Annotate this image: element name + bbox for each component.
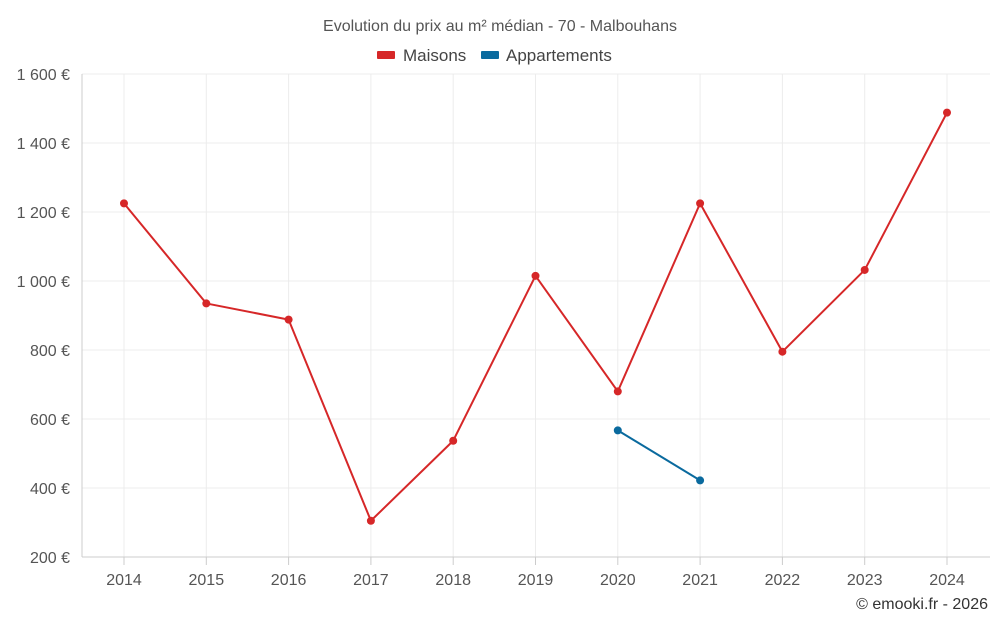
data-point-maisons-2016 [284, 315, 293, 324]
x-tick-label: 2024 [929, 572, 965, 589]
x-tick-label: 2018 [435, 572, 471, 589]
series-line-appartements [617, 429, 701, 482]
y-tick-label: 200 € [30, 550, 70, 567]
x-tick-label: 2022 [765, 572, 801, 589]
legend-label-appartements: Appartements [506, 46, 612, 65]
x-tick-label: 2015 [189, 572, 225, 589]
x-tick-label: 2020 [600, 572, 636, 589]
legend-label-maisons: Maisons [403, 46, 466, 65]
data-point-maisons-2022 [778, 347, 787, 356]
y-tick-label: 1 600 € [17, 67, 70, 84]
legend: Maisons Appartements [377, 46, 612, 65]
grid-lines [82, 73, 990, 557]
data-point-appartements-2021 [696, 476, 705, 485]
x-tick-label: 2017 [353, 572, 389, 589]
data-point-maisons-2015 [202, 299, 211, 308]
data-point-maisons-2020 [613, 387, 622, 396]
legend-swatch-appartements [481, 51, 499, 59]
x-tick-label: 2021 [682, 572, 718, 589]
data-point-maisons-2021 [696, 199, 705, 208]
y-tick-label: 1 000 € [17, 274, 70, 291]
data-point-maisons-2023 [860, 265, 869, 274]
data-point-maisons-2014 [120, 199, 128, 208]
x-tick-label: 2014 [106, 572, 142, 589]
data-point-maisons-2019 [531, 271, 540, 280]
data-point-appartements-2020 [613, 426, 622, 435]
chart-title: Evolution du prix au m² médian - 70 - Ma… [323, 18, 677, 35]
legend-swatch-maisons [377, 51, 395, 59]
data-point-maisons-2024 [943, 108, 951, 117]
y-tick-label: 800 € [30, 343, 70, 360]
x-axis: 2014 2015 2016 2017 2018 2019 2020 2021 2022 2023… [82, 556, 990, 589]
credit-text: © emooki.fr - 2026 [856, 596, 988, 613]
series-group [120, 108, 951, 525]
data-point-maisons-2017 [366, 516, 375, 525]
x-tick-label: 2023 [847, 572, 883, 589]
y-tick-label: 400 € [30, 481, 70, 498]
y-tick-label: 600 € [30, 412, 70, 429]
y-tick-label: 1 400 € [17, 136, 70, 153]
y-axis: 200 € 400 € 600 € 800 € 1 000 € 1 200 € 1 400 … [17, 67, 83, 567]
y-tick-label: 1 200 € [17, 205, 70, 222]
x-tick-label: 2016 [271, 572, 307, 589]
x-tick-label: 2019 [518, 572, 554, 589]
data-point-maisons-2018 [449, 436, 458, 445]
